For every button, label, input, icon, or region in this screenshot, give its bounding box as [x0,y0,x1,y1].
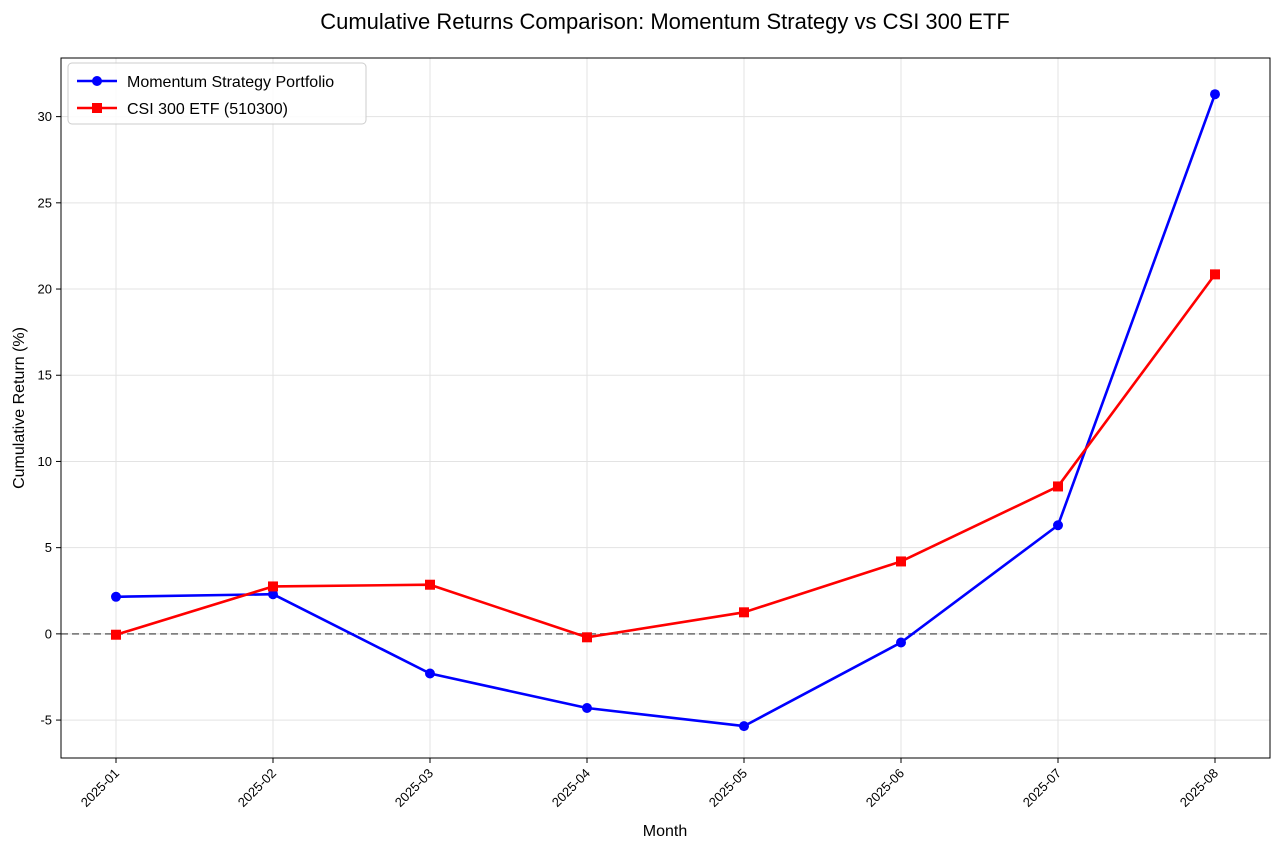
data-point-square [425,579,435,590]
x-tick-label: 2025-06 [863,766,907,810]
legend-box [67,62,367,125]
data-point-circle [425,668,435,679]
x-tick-label: 2025-03 [392,766,436,810]
y-tick-label: 25 [38,195,52,210]
data-point-square [896,556,906,567]
data-point-square [111,629,121,640]
data-point-circle [268,589,278,600]
data-point-circle [1210,89,1220,100]
x-tick-label: 2025-01 [78,766,122,810]
x-axis-label: Month [643,823,687,840]
x-tick-label: 2025-04 [549,766,593,810]
y-tick-label: 15 [38,368,52,383]
y-axis-label: Cumulative Return (%) [11,327,28,489]
y-tick-label: 5 [45,540,52,555]
data-point-circle [111,591,121,602]
legend-label: Momentum Strategy Portfolio [127,74,334,91]
x-tick-label: 2025-05 [706,766,750,810]
data-point-square [1053,481,1063,492]
data-point-circle [896,637,906,648]
y-tick-label: -5 [40,713,52,728]
series-line [115,273,1217,639]
x-tick-label: 2025-07 [1020,766,1064,810]
series-line [115,93,1217,728]
legend-marker-square [92,103,102,113]
legend: Momentum Strategy Portfolio CSI 300 ETF (… [67,62,367,125]
series-group [111,89,1220,732]
grid [61,58,1270,758]
data-point-square [268,581,278,592]
legend-marker-circle [92,76,102,86]
data-point-square [582,632,592,643]
data-point-square [1210,269,1220,280]
plot-frame [60,57,1271,759]
x-tick-label: 2025-02 [235,766,279,810]
x-tick-label: 2025-08 [1177,766,1221,810]
chart-title: Cumulative Returns Comparison: Momentum … [320,9,1010,34]
y-tick-label: 0 [45,626,52,641]
y-axis-ticks: -5 0 5 10 15 20 25 30 [38,109,61,728]
data-point-square [739,607,749,618]
legend-label: CSI 300 ETF (510300) [127,101,288,118]
series-1 [111,89,1220,732]
data-point-circle [1053,520,1063,531]
y-tick-label: 20 [38,282,52,297]
y-tick-label: 10 [38,454,52,469]
data-point-circle [582,703,592,713]
series-2 [111,269,1220,643]
x-axis-ticks: 2025-01 2025-02 2025-03 2025-04 2025-05 2025-… [78,758,1221,810]
data-point-circle [739,721,749,732]
y-tick-label: 30 [38,109,52,124]
